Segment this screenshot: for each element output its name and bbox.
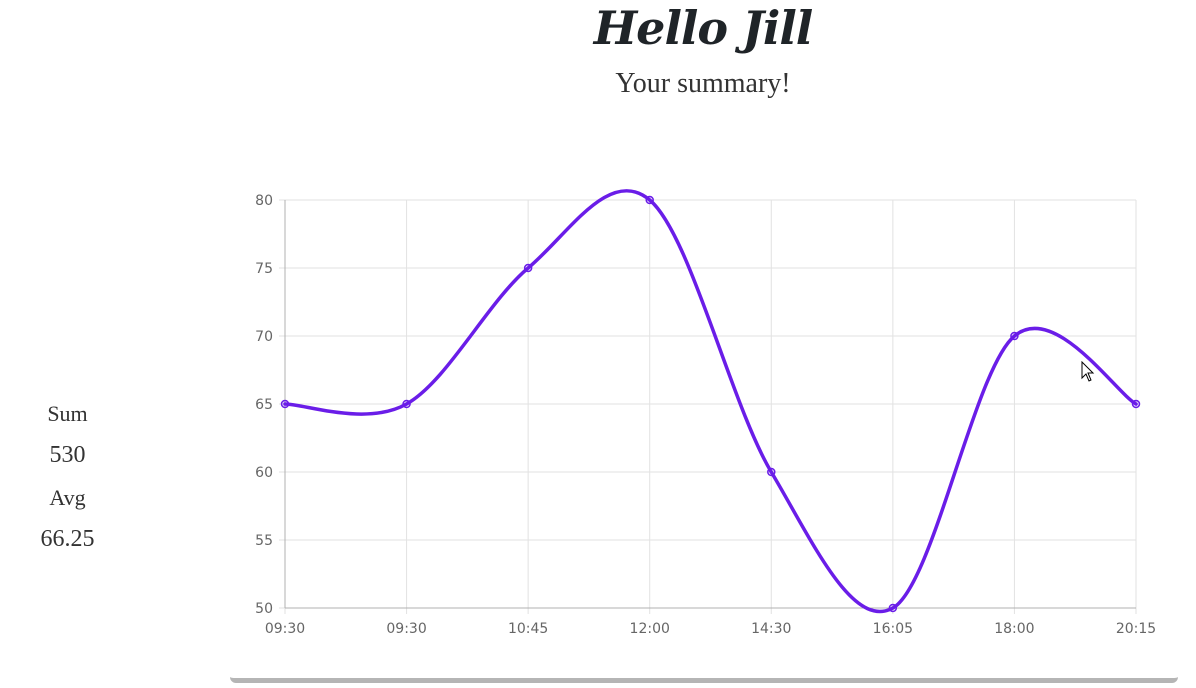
data-points xyxy=(280,195,1141,613)
chart-card: 50 55 60 65 70 75 80 09:30 09:30 10:45 12:00 14:30… xyxy=(230,180,1178,683)
sum-label: Sum xyxy=(47,401,88,426)
y-tick-label: 55 xyxy=(255,533,273,549)
mouse-cursor-icon xyxy=(1081,361,1095,382)
data-point xyxy=(888,603,898,613)
sum-value: 530 xyxy=(49,442,86,468)
y-axis-labels: 50 55 60 65 70 75 80 xyxy=(255,193,273,617)
data-point xyxy=(767,467,776,477)
x-tick-label: 09:30 xyxy=(386,621,426,637)
x-tick-label: 18:00 xyxy=(994,621,1034,637)
series-line xyxy=(283,189,1138,614)
chart-grid xyxy=(279,199,1137,614)
y-tick-label: 60 xyxy=(255,465,273,481)
summary-subtitle: Your summary! xyxy=(615,68,791,99)
avg-value: 66.25 xyxy=(40,526,95,552)
avg-label: Avg xyxy=(49,485,86,510)
data-point xyxy=(523,263,533,273)
stats-panel: Sum 530 Avg 66.25 xyxy=(0,398,135,566)
data-point xyxy=(402,399,411,409)
x-tick-label: 10:45 xyxy=(508,621,548,637)
y-tick-label: 80 xyxy=(255,193,273,209)
x-tick-label: 20:15 xyxy=(1116,621,1156,637)
data-point xyxy=(1131,399,1141,409)
line-chart[interactable]: 50 55 60 65 70 75 80 09:30 09:30 10:45 12:00 14:30… xyxy=(230,180,1178,678)
y-tick-label: 75 xyxy=(255,261,273,277)
x-tick-label: 12:00 xyxy=(630,621,670,637)
data-point xyxy=(645,195,654,205)
greeting-heading: Hello Jill xyxy=(593,1,814,55)
x-tick-label: 14:30 xyxy=(751,621,791,637)
data-point xyxy=(280,399,290,409)
y-tick-label: 70 xyxy=(255,329,273,345)
data-point xyxy=(1010,331,1019,341)
x-tick-label: 16:05 xyxy=(873,621,913,637)
y-tick-label: 50 xyxy=(255,601,273,617)
y-tick-label: 65 xyxy=(255,397,273,413)
x-tick-label: 09:30 xyxy=(265,621,305,637)
x-axis-labels: 09:30 09:30 10:45 12:00 14:30 16:05 18:00 20:15 xyxy=(265,621,1156,637)
